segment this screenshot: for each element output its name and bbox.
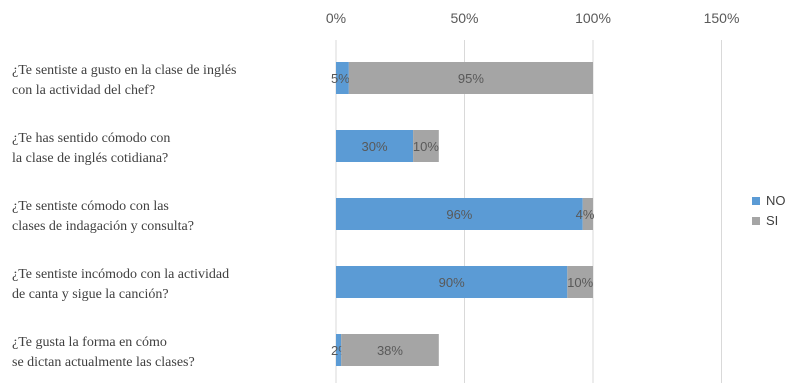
legend-swatch-si bbox=[752, 217, 760, 225]
bar-no bbox=[336, 198, 583, 230]
data-label: 38% bbox=[377, 343, 403, 358]
bar-no bbox=[336, 130, 414, 162]
data-label: 96% bbox=[446, 207, 472, 222]
bar-si bbox=[413, 130, 439, 162]
data-label: 90% bbox=[439, 275, 465, 290]
category-label-line: ¿Te gusta la forma en cómo bbox=[12, 335, 167, 350]
x-tick-label: 100% bbox=[575, 10, 611, 26]
category-label-line: ¿Te sentiste a gusto en la clase de ingl… bbox=[12, 63, 237, 78]
x-tick-label: 150% bbox=[704, 10, 740, 26]
bars: 5% 95%30% 10%96% 4%90% 10%2% 38% bbox=[331, 62, 595, 366]
legend-swatch-no bbox=[752, 197, 760, 205]
category-label: ¿Te sentiste a gusto en la clase de ingl… bbox=[12, 63, 237, 98]
data-label: 10% bbox=[567, 275, 593, 290]
data-label: 95% bbox=[458, 71, 484, 86]
bar-no bbox=[336, 62, 349, 94]
data-label: 30% bbox=[362, 139, 388, 154]
category-label: ¿Te sentiste incómodo con la actividad de… bbox=[12, 267, 229, 302]
category-labels: ¿Te sentiste a gusto en la clase de ingl… bbox=[12, 63, 237, 370]
category-label-line: la clase de inglés cotidiana? bbox=[12, 151, 168, 166]
legend-label-si: SI bbox=[766, 213, 778, 228]
category-label: ¿Te has sentido cómodo con la clase de in… bbox=[12, 131, 170, 166]
x-tick-label: 0% bbox=[326, 10, 346, 26]
category-label-line: ¿Te sentiste incómodo con la actividad bbox=[12, 267, 229, 282]
category-label-line: ¿Te has sentido cómodo con bbox=[12, 131, 170, 146]
category-label-line: de canta y sigue la canción? bbox=[12, 287, 169, 302]
data-label: 5% bbox=[331, 71, 350, 86]
data-label: 10% bbox=[413, 139, 439, 154]
bar-si bbox=[341, 334, 439, 366]
bar-si bbox=[348, 62, 593, 94]
bar-si bbox=[582, 198, 593, 230]
category-label-line: clases de indagación y consulta? bbox=[12, 219, 194, 234]
category-label: ¿Te sentiste cómodo con las clases de ind… bbox=[12, 199, 194, 234]
category-label-line: se dictan actualmente las clases? bbox=[12, 355, 195, 370]
legend: NO SI bbox=[752, 193, 786, 228]
legend-label-no: NO bbox=[766, 193, 786, 208]
data-label: 4% bbox=[576, 207, 595, 222]
x-axis-ticks: 0% 50% 100% 150% bbox=[326, 10, 740, 26]
category-label: ¿Te gusta la forma en cómo se dictan actu… bbox=[12, 335, 195, 370]
category-label-line: ¿Te sentiste cómodo con las bbox=[12, 199, 169, 214]
category-label-line: con la actividad del chef? bbox=[12, 83, 155, 98]
bar-no bbox=[336, 266, 568, 298]
x-tick-label: 50% bbox=[450, 10, 478, 26]
bar-si bbox=[567, 266, 593, 298]
bar-no bbox=[336, 334, 342, 366]
